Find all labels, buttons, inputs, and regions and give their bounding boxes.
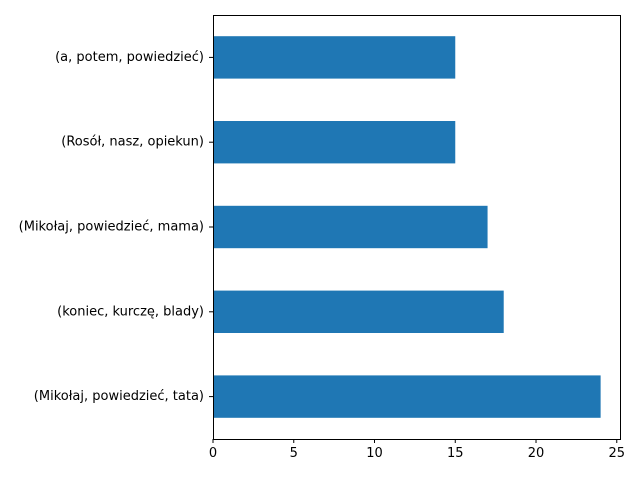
axes-frame bbox=[213, 15, 621, 440]
x-tick-label: 0 bbox=[209, 446, 217, 461]
y-tick-label: (Mikołaj, powiedzieć, tata) bbox=[34, 389, 204, 404]
bars-group bbox=[213, 36, 601, 418]
x-tick-label: 10 bbox=[366, 446, 383, 461]
bar bbox=[213, 36, 456, 79]
bar bbox=[213, 205, 488, 249]
bar bbox=[213, 290, 504, 333]
bar bbox=[213, 375, 601, 418]
y-tick-label: (Mikołaj, powiedzieć, mama) bbox=[19, 220, 204, 235]
x-tick-label: 15 bbox=[447, 446, 464, 461]
y-tick-label: (a, potem, powiedzieć) bbox=[55, 50, 204, 65]
x-tick-label: 5 bbox=[290, 446, 298, 461]
y-axis-ticks: (Mikołaj, powiedzieć, tata) (koniec, kurc… bbox=[19, 50, 213, 404]
x-axis-ticks: 0 5 10 15 20 25 bbox=[209, 439, 625, 461]
y-tick-label: (Rosół, nasz, opiekun) bbox=[61, 135, 204, 150]
x-tick-label: 20 bbox=[528, 446, 545, 461]
x-tick-label: 25 bbox=[608, 446, 625, 461]
y-tick-label: (koniec, kurczę, blady) bbox=[57, 304, 204, 319]
bar bbox=[213, 121, 456, 164]
